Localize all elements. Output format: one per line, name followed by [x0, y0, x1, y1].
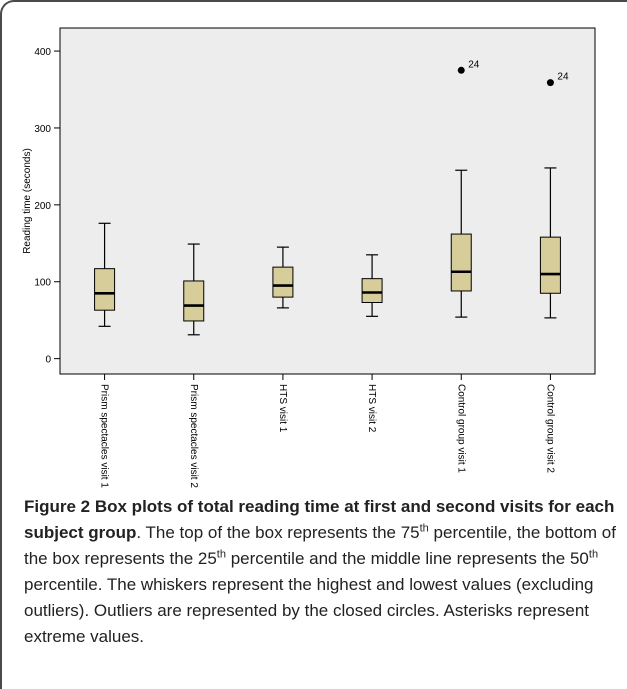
box-2: [272, 266, 294, 298]
x-tick-label-4: Control group visit 1: [455, 384, 466, 473]
box-1: [183, 280, 205, 322]
caption-sup-3: th: [588, 548, 599, 561]
x-tick-label-1: Prism spectacles visit 2: [188, 384, 199, 488]
caption-sup-1: th: [419, 522, 429, 535]
caption-text-1: . The top of the box represents the 75: [136, 523, 420, 542]
x-tick-label-5: Control group visit 2: [544, 384, 555, 473]
y-tick-label-1: 100: [34, 278, 51, 289]
x-tick-label-0: Prism spectacles visit 1: [99, 384, 110, 488]
outlier-label-0: 24: [468, 59, 480, 70]
caption-text-3: percentile and the middle line represent…: [225, 549, 589, 568]
caption-lead: Figure 2 Box plots of total reading time…: [24, 497, 615, 542]
box-3: [361, 278, 383, 303]
caption-text-4: percentile. The whiskers represent the h…: [24, 575, 594, 646]
box-5: [539, 236, 561, 294]
box-plot-chart: 0 100 200 300 400 Reading time (seconds) 24 24 P…: [22, 27, 596, 488]
box-4: [450, 233, 472, 292]
caption-sup-2: th: [216, 548, 226, 561]
x-tick-label-2: HTS visit 1: [277, 384, 288, 433]
box-0: [94, 268, 116, 311]
outlier-label-1: 24: [557, 72, 569, 83]
y-axis-label: Reading time (seconds): [22, 148, 33, 254]
figure-caption: Figure 2 Box plots of total reading time…: [24, 494, 616, 650]
outlier-point-1: [546, 79, 554, 87]
plot-area: [59, 27, 596, 375]
x-tick-label-3: HTS visit 2: [366, 384, 377, 433]
y-tick-label-4: 400: [34, 47, 51, 58]
y-tick-label-3: 300: [34, 124, 51, 135]
outlier-point-0: [457, 66, 465, 74]
y-tick-label-0: 0: [45, 355, 51, 366]
caption-text-2: percentile, the bottom of the box repres…: [24, 523, 616, 568]
y-tick-label-2: 200: [34, 201, 51, 212]
